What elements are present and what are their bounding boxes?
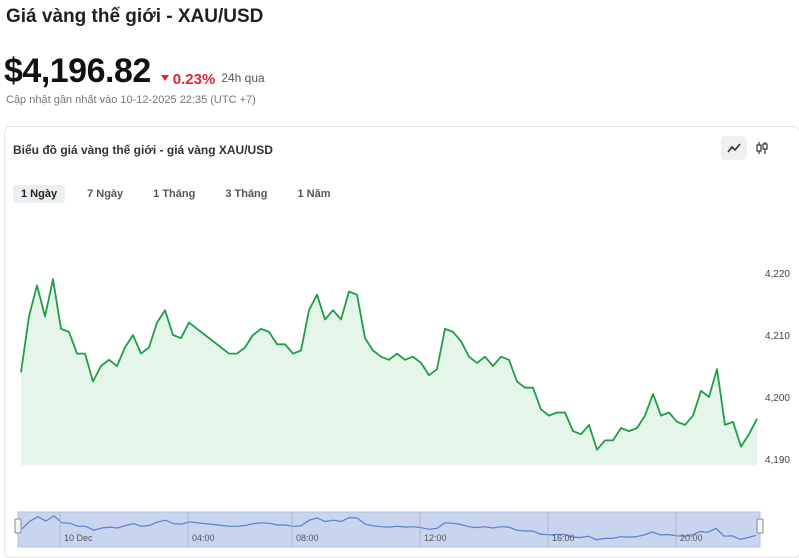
navigator-tick-label: 04:00 bbox=[192, 533, 215, 543]
navigator-tick-label: 16:00 bbox=[552, 533, 575, 543]
price-area-fill bbox=[21, 279, 757, 465]
navigator-left-handle[interactable] bbox=[15, 519, 21, 533]
navigator-tick-label: 08:00 bbox=[296, 533, 319, 543]
navigator-range[interactable] bbox=[18, 512, 760, 547]
navigator-right-handle[interactable] bbox=[757, 519, 763, 533]
y-tick-label: 4,210 bbox=[765, 331, 790, 342]
navigator-tick-label: 20:00 bbox=[680, 533, 703, 543]
y-tick-label: 4,200 bbox=[765, 393, 790, 404]
navigator-tick-label: 12:00 bbox=[424, 533, 447, 543]
y-tick-label: 4,190 bbox=[765, 455, 790, 466]
navigator-tick-label: 10 Dec bbox=[64, 533, 93, 543]
y-tick-label: 4,220 bbox=[765, 269, 790, 280]
